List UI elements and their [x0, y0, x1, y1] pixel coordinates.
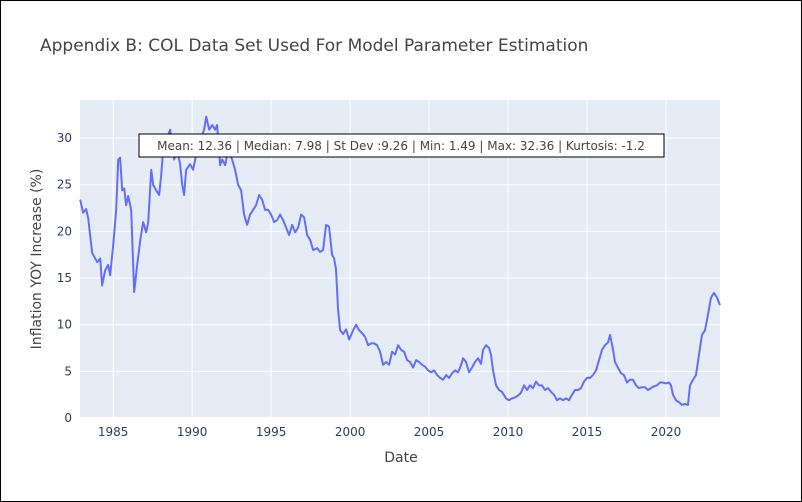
x-tick-label: 2020 — [651, 425, 682, 439]
lines — [79, 115, 721, 406]
y-tick-label: 30 — [57, 131, 72, 145]
y-tick-label: 20 — [57, 224, 72, 238]
y-axis-title: Inflation YOY Increase (%) — [29, 169, 45, 350]
y-tick-label: 10 — [57, 318, 72, 332]
x-tick-label: 1995 — [256, 425, 287, 439]
x-tick-label: 2005 — [414, 425, 445, 439]
annotation-box — [138, 133, 665, 158]
x-tick-label: 1990 — [177, 425, 208, 439]
x-tick-label: 1985 — [98, 425, 129, 439]
x-axis-title: Date — [384, 450, 417, 466]
annotation: Mean: 12.36 | Median: 7.98 | St Dev :9.2… — [157, 139, 645, 153]
labels: 0 5 10 15 20 25 30 1985 1990 1995 2000 2005 2010 2015… — [57, 131, 682, 439]
x-tick-label: 2000 — [335, 425, 366, 439]
y-tick-label: 15 — [57, 271, 72, 285]
chart-title: Appendix B: COL Data Set Used For Model … — [40, 36, 588, 56]
series-line — [79, 115, 721, 406]
y-tick-label: 5 — [64, 364, 72, 378]
x-tick-label: 2010 — [493, 425, 524, 439]
y-tick-label: 25 — [57, 178, 72, 192]
x-tick-label: 2015 — [572, 425, 603, 439]
y-tick-label: 0 — [64, 411, 72, 425]
